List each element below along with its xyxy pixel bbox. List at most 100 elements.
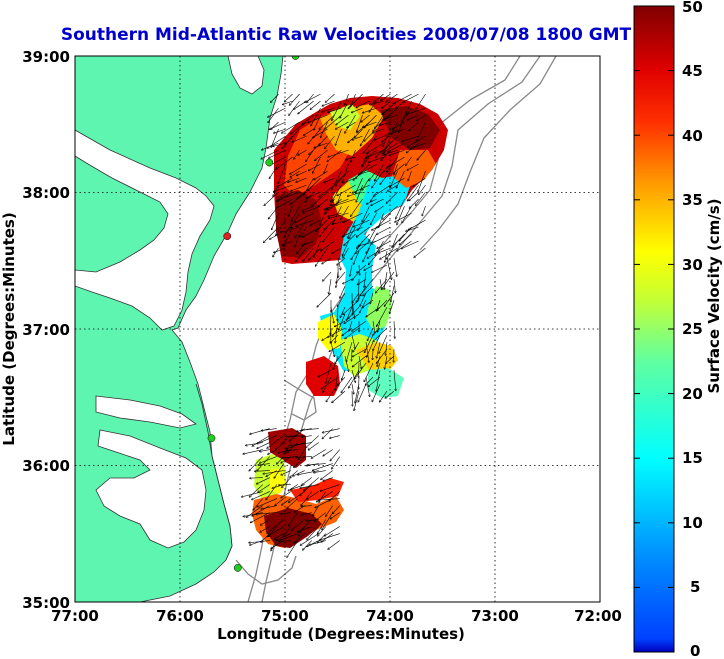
velocity-arrow — [337, 257, 346, 265]
velocity-arrow — [352, 271, 360, 280]
velocity-arrow — [325, 526, 340, 536]
velocity-arrow — [408, 171, 412, 180]
velocity-arrow — [352, 292, 360, 303]
velocity-arrow — [259, 456, 277, 464]
y-tick-label: 38:00 — [22, 184, 70, 202]
velocity-arrow — [292, 135, 307, 142]
velocity-arrow — [375, 114, 391, 128]
velocity-arrow — [386, 93, 398, 102]
velocity-arrow — [276, 219, 286, 235]
x-tick-label: 73:00 — [471, 607, 519, 625]
velocity-arrow — [321, 376, 339, 389]
velocity-arrow — [321, 470, 333, 480]
velocity-arrow — [402, 205, 412, 223]
colorbar-label: Surface Velocity (cm/s) — [705, 198, 723, 393]
velocity-arrow — [324, 164, 328, 173]
velocity-arrow — [283, 100, 293, 104]
y-tick-label: 36:00 — [22, 457, 70, 475]
velocity-arrow — [335, 348, 346, 364]
velocity-arrow — [250, 428, 270, 435]
velocity-arrow — [392, 234, 398, 247]
velocity-arrow — [358, 356, 361, 369]
velocity-arrow — [397, 240, 412, 251]
velocity-arrow — [416, 121, 426, 141]
velocity-arrow — [323, 271, 332, 281]
colorbar-gradient — [633, 5, 675, 653]
velocity-arrow — [356, 285, 367, 302]
velocity-arrow — [419, 184, 426, 194]
velocity-arrow — [286, 442, 305, 449]
velocity-arrow — [377, 356, 381, 366]
y-tick-label: 39:00 — [22, 48, 70, 66]
velocity-arrow — [406, 107, 426, 114]
velocity-arrow — [249, 484, 263, 497]
velocity-arrow — [320, 121, 328, 137]
velocity-arrow — [370, 191, 377, 201]
velocity-arrow — [322, 107, 335, 112]
velocity-arrow — [406, 226, 419, 231]
velocity-arrow — [271, 93, 279, 102]
velocity-arrow — [325, 135, 335, 148]
velocity-arrow — [301, 428, 319, 431]
velocity-arrow — [300, 226, 307, 237]
velocity-arrow — [357, 264, 367, 273]
velocity-arrow — [298, 100, 314, 114]
colorbar-ticks — [634, 5, 674, 653]
colorbar-tick-label: 20 — [682, 385, 703, 403]
velocity-arrow — [282, 240, 293, 245]
velocity-arrow — [319, 533, 340, 541]
velocity-arrow — [275, 533, 284, 539]
velocity-arrow — [393, 163, 405, 173]
velocity-arrow — [258, 484, 270, 493]
velocity-arrow — [368, 250, 381, 264]
velocity-arrow — [360, 128, 370, 146]
velocity-arrow — [322, 428, 340, 433]
velocity-arrow — [401, 240, 419, 248]
velocity-arrow — [353, 341, 360, 352]
velocity-arrow — [289, 93, 300, 105]
velocity-arrow — [372, 383, 381, 401]
velocity-arrow — [372, 219, 391, 230]
velocity-arrow — [314, 241, 321, 258]
velocity-arrow — [271, 540, 284, 549]
velocity-arrow — [386, 342, 388, 355]
velocity-arrow — [393, 258, 397, 276]
velocity-arrow — [355, 384, 360, 403]
velocity-arrow — [335, 177, 342, 186]
velocity-arrow — [332, 247, 342, 253]
velocity-arrow — [407, 114, 419, 120]
velocity-arrow — [349, 321, 353, 331]
velocity-arrow — [307, 93, 314, 103]
velocity-arrow — [370, 212, 377, 225]
colorbar-tick-label: 35 — [682, 191, 703, 209]
velocity-arrow — [267, 519, 284, 534]
velocity-arrow — [385, 128, 405, 136]
velocity-arrow — [317, 519, 327, 534]
velocity-arrow — [364, 264, 374, 270]
velocity-arrow — [333, 205, 342, 224]
velocity-arrow — [290, 470, 298, 478]
velocity-arrow — [380, 390, 388, 402]
velocity-arrow — [325, 93, 335, 102]
colorbar-tick-label: 25 — [682, 320, 703, 338]
velocity-arrow — [242, 491, 263, 497]
velocity-arrow — [375, 205, 384, 212]
velocity-arrow — [308, 163, 321, 170]
velocity-arrow — [291, 205, 300, 221]
velocity-arrow — [390, 177, 405, 186]
velocity-arrow — [337, 192, 342, 203]
velocity-arrow — [386, 258, 392, 279]
velocity-arrow — [243, 512, 263, 517]
velocity-arrow — [418, 171, 426, 191]
velocity-arrow — [268, 205, 279, 219]
velocity-arrow — [308, 177, 321, 191]
colorbar-tick-label: 50 — [682, 0, 703, 16]
velocity-arrow — [365, 342, 369, 362]
velocity-arrow — [393, 121, 398, 131]
velocity-arrow — [364, 128, 377, 141]
velocity-arrow — [330, 512, 340, 519]
velocity-arrow — [382, 100, 398, 114]
velocity-arrow — [268, 449, 277, 455]
velocity-arrow — [351, 198, 363, 216]
velocity-arrow — [301, 512, 312, 516]
